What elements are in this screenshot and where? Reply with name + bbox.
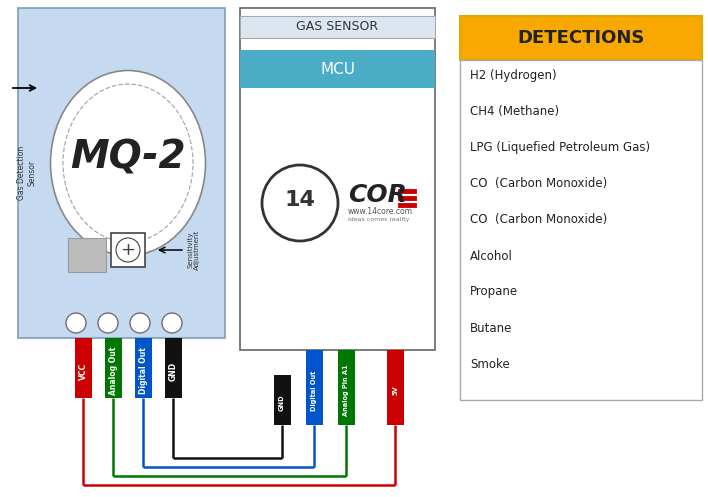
Bar [338,350,355,425]
Bar [460,60,702,400]
Circle shape [162,313,182,333]
Text: Propane: Propane [470,285,518,299]
Text: COR: COR [348,183,407,207]
Bar [111,233,145,267]
Text: Alcohol: Alcohol [470,249,513,262]
Bar [240,16,435,38]
Bar [240,50,435,88]
Text: ideas comes reality: ideas comes reality [348,218,409,223]
Text: 14: 14 [285,190,316,210]
Bar [105,338,122,398]
Text: Digital Out: Digital Out [311,370,317,411]
Circle shape [262,165,338,241]
Bar [273,375,290,425]
Text: CO  (Carbon Monoxide): CO (Carbon Monoxide) [470,177,607,190]
Text: Analog Out: Analog Out [108,347,118,395]
Bar [305,350,323,425]
Bar [18,8,225,338]
Text: MCU: MCU [320,62,355,77]
Bar [135,338,152,398]
Text: CH4 (Methane): CH4 (Methane) [470,105,559,118]
Bar [68,238,106,272]
Bar [164,338,181,398]
Bar [240,8,435,350]
Text: GND: GND [279,395,285,412]
Circle shape [130,313,150,333]
Circle shape [66,313,86,333]
Text: MQ-2: MQ-2 [70,139,185,177]
Text: LPG (Liquefied Petroleum Gas): LPG (Liquefied Petroleum Gas) [470,142,650,155]
Text: +: + [120,241,135,259]
Text: Digital Out: Digital Out [139,347,147,395]
Text: H2 (Hydrogen): H2 (Hydrogen) [470,70,556,83]
Text: VCC: VCC [79,362,88,380]
Bar [387,350,404,425]
Text: Smoke: Smoke [470,357,510,370]
Text: www.14core.com: www.14core.com [348,206,413,216]
Text: GAS SENSOR: GAS SENSOR [297,20,379,33]
Ellipse shape [50,71,205,255]
Ellipse shape [63,84,193,242]
Text: Sensitivity
Adjustment: Sensitivity Adjustment [187,230,200,270]
Text: DETECTIONS: DETECTIONS [518,29,645,47]
Text: Butane: Butane [470,322,513,334]
Bar [460,16,702,60]
Circle shape [98,313,118,333]
Bar [74,338,91,398]
Text: 5V: 5V [392,386,398,395]
Text: Analog Pin A1: Analog Pin A1 [343,365,349,416]
Text: Gas Detection
Sensor: Gas Detection Sensor [17,146,37,200]
Text: GND: GND [169,361,178,381]
Text: CO  (Carbon Monoxide): CO (Carbon Monoxide) [470,214,607,227]
